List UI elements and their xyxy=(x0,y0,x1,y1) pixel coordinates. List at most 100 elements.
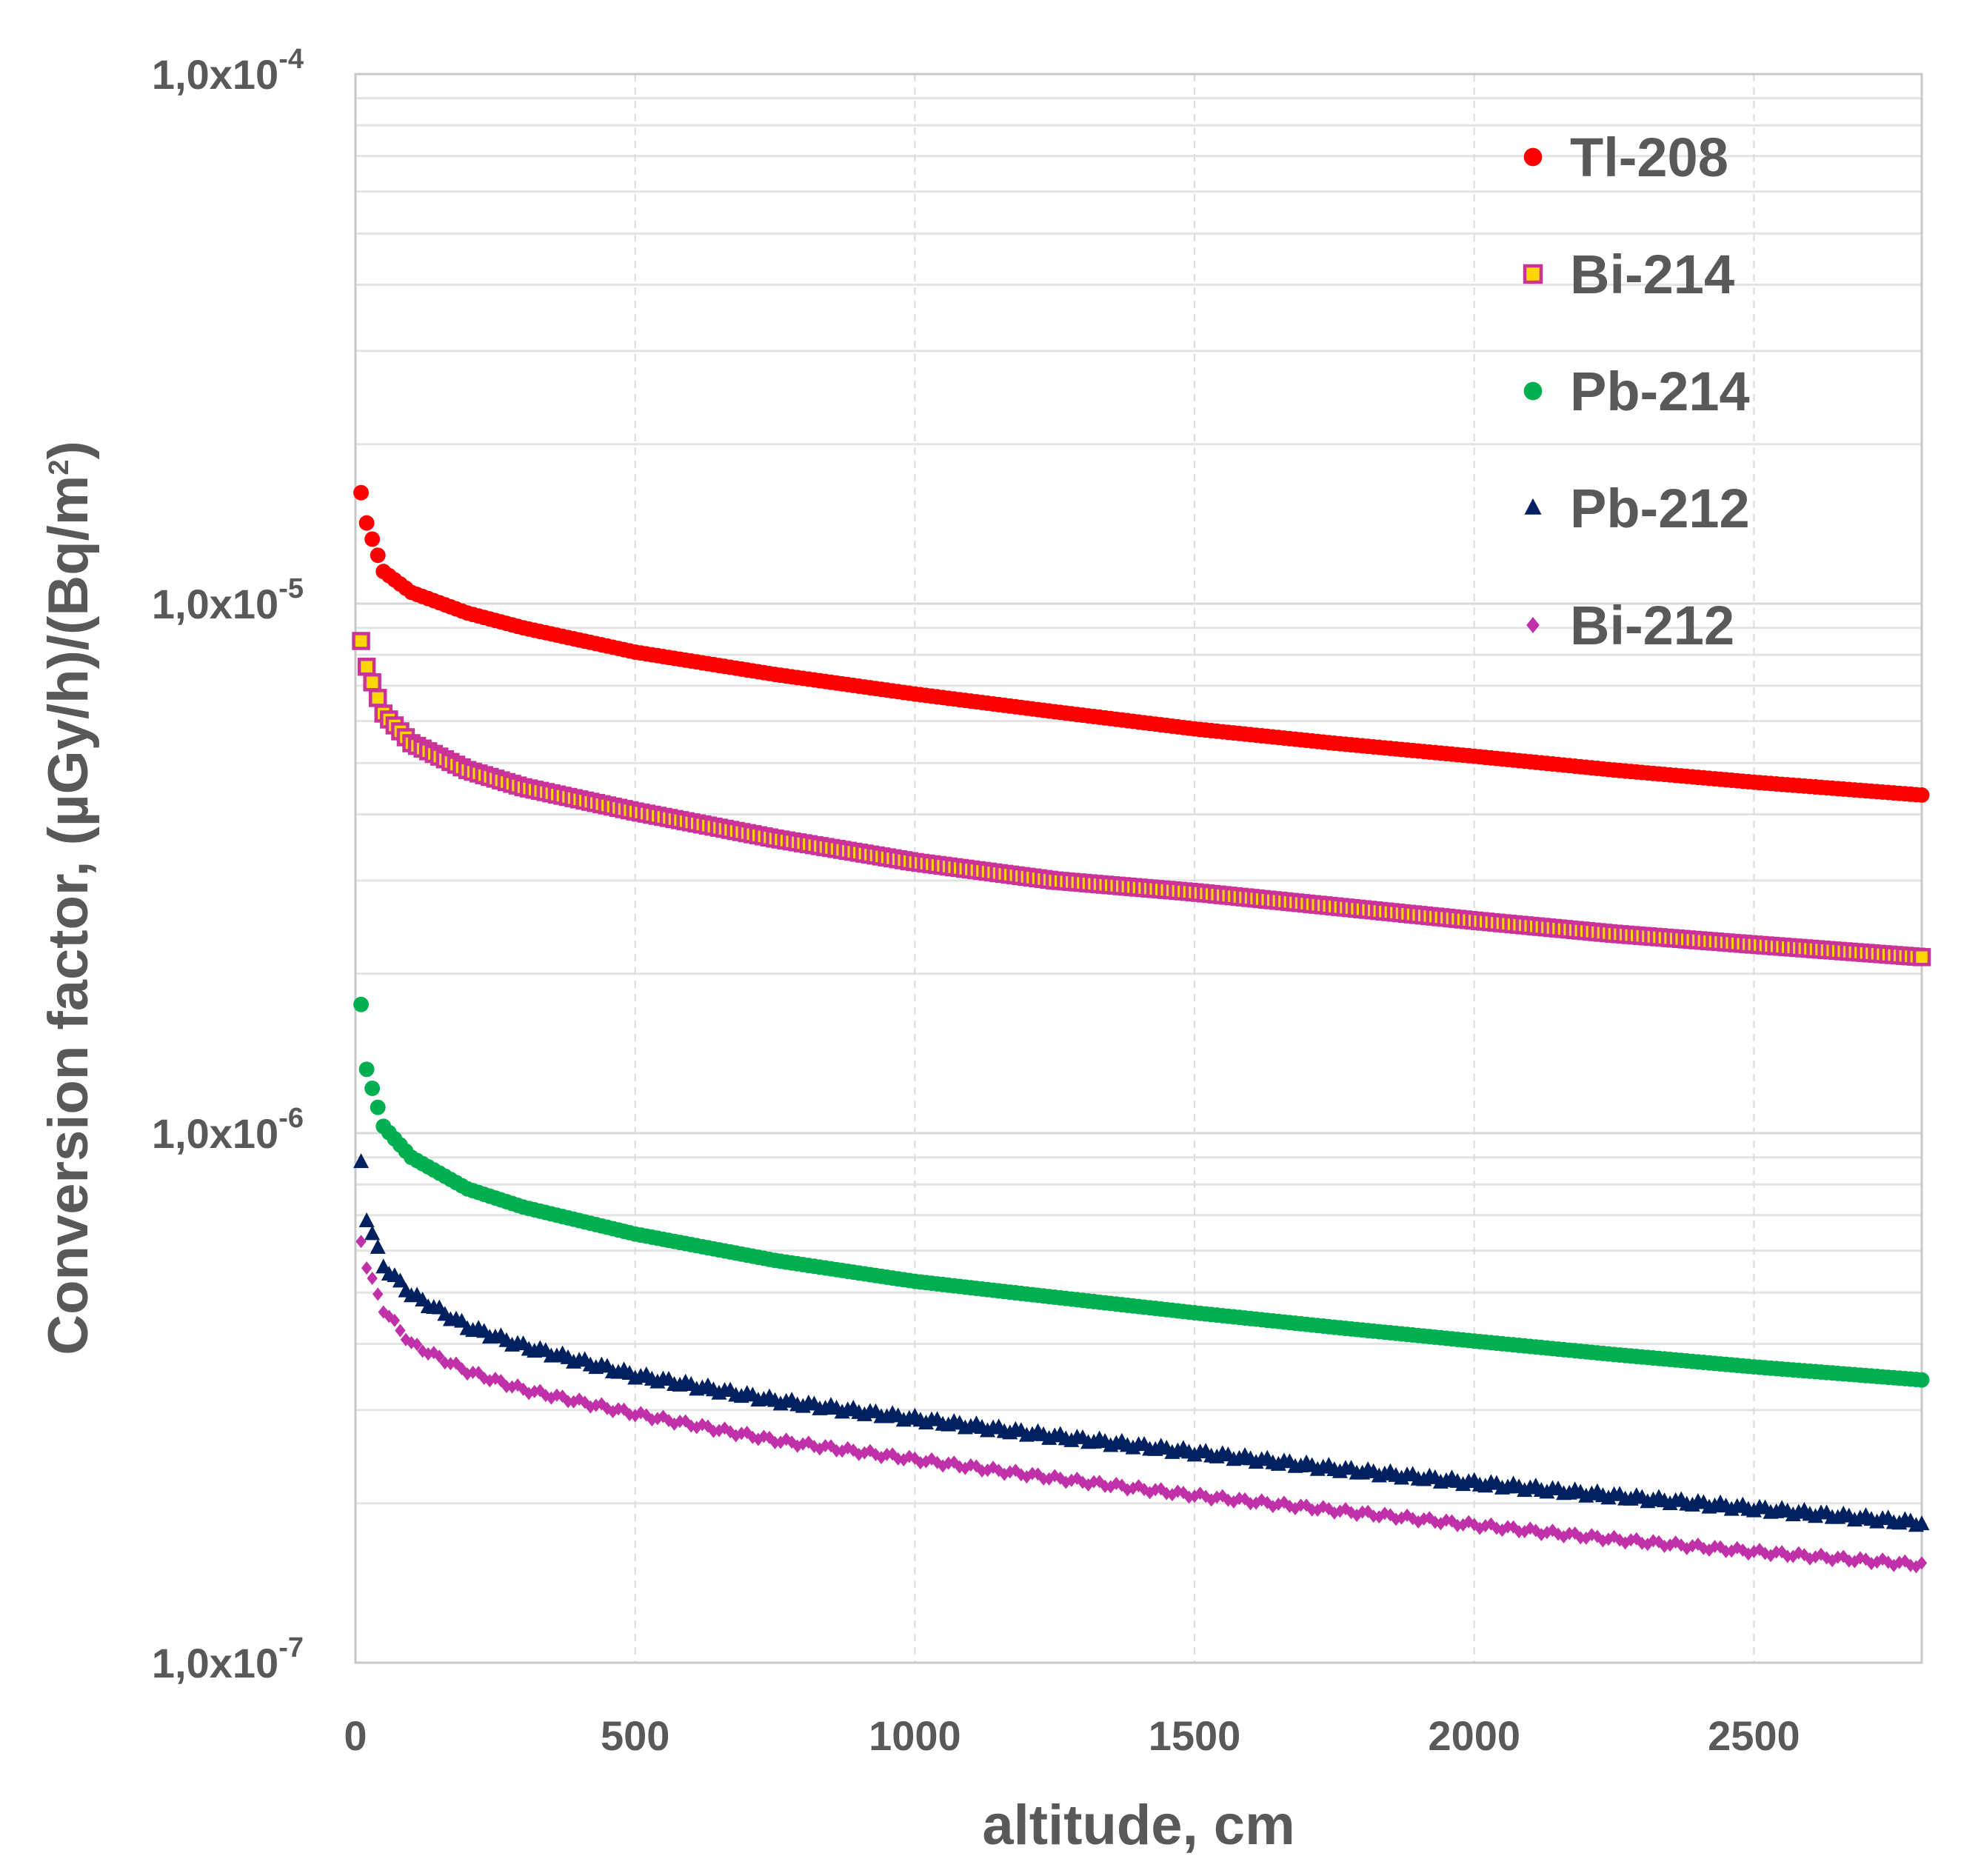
legend-item-pb-212: Pb-212 xyxy=(1524,478,1750,539)
y-tick-mantissa: 1,0x10 xyxy=(152,1640,278,1686)
data-point-bi-212 xyxy=(373,1287,384,1301)
data-point-bi-212 xyxy=(719,1421,730,1435)
data-point-pb-212 xyxy=(1914,1515,1930,1531)
data-point-bi-212 xyxy=(562,1395,574,1409)
data-point-bi-212 xyxy=(467,1365,478,1379)
data-point-bi-212 xyxy=(1418,1512,1429,1526)
data-point-bi-212 xyxy=(484,1374,495,1388)
data-point-bi-212 xyxy=(1234,1492,1245,1506)
legend-item-bi-212: Bi-212 xyxy=(1526,595,1734,656)
data-point-pb-214 xyxy=(1914,1372,1930,1388)
data-point-bi-212 xyxy=(1273,1497,1284,1511)
data-point-bi-212 xyxy=(1401,1508,1413,1522)
data-point-bi-212 xyxy=(1620,1536,1631,1550)
y-tick-mantissa: 1,0x10 xyxy=(152,581,278,627)
plot-frame xyxy=(354,73,1923,1664)
data-point-bi-212 xyxy=(820,1438,831,1452)
data-point-bi-214 xyxy=(1912,948,1931,967)
data-point-bi-212 xyxy=(1664,1538,1676,1552)
data-point-bi-212 xyxy=(1161,1486,1172,1501)
data-point-bi-212 xyxy=(367,1271,378,1285)
data-point-bi-212 xyxy=(1698,1541,1709,1555)
data-point-bi-212 xyxy=(1435,1517,1446,1531)
data-point-bi-212 xyxy=(406,1335,417,1349)
data-point-bi-212 xyxy=(1200,1489,1212,1503)
data-point-bi-212 xyxy=(1586,1528,1597,1542)
data-point-bi-212 xyxy=(1547,1523,1558,1538)
y-axis-title-sup: 2 xyxy=(44,460,75,475)
x-axis-title: altitude, cm xyxy=(982,1794,1294,1857)
series-tl-208 xyxy=(353,484,1930,803)
series-bi-212 xyxy=(355,1235,1928,1574)
data-point-bi-214 xyxy=(368,689,387,707)
data-point-bi-212 xyxy=(1513,1525,1525,1539)
data-point-bi-212 xyxy=(1122,1483,1133,1497)
data-point-bi-212 xyxy=(1854,1551,1866,1565)
y-tick-exponent: -4 xyxy=(278,44,304,75)
legend-marker-bi-214 xyxy=(1523,264,1543,284)
legend-label-pb-212: Pb-212 xyxy=(1570,478,1750,539)
data-point-bi-212 xyxy=(814,1442,826,1456)
legend-label-bi-214: Bi-214 xyxy=(1570,244,1734,305)
data-point-bi-212 xyxy=(557,1389,568,1403)
data-point-bi-212 xyxy=(450,1356,462,1370)
data-point-bi-212 xyxy=(1916,1556,1928,1570)
data-point-bi-212 xyxy=(1374,1510,1385,1524)
data-point-pb-212 xyxy=(353,1153,370,1169)
data-point-bi-212 xyxy=(1502,1520,1514,1534)
data-point-bi-212 xyxy=(647,1412,658,1426)
data-point-bi-212 xyxy=(1720,1544,1731,1558)
data-point-bi-212 xyxy=(1312,1503,1323,1517)
legend-label-tl-208: Tl-208 xyxy=(1570,127,1728,188)
data-point-pb-212 xyxy=(392,1272,408,1288)
legend-marker-tl-208 xyxy=(1523,147,1543,167)
data-point-bi-212 xyxy=(1821,1551,1832,1565)
data-point-bi-212 xyxy=(1703,1543,1715,1557)
data-point-bi-212 xyxy=(1043,1472,1055,1486)
x-tick-label: 2000 xyxy=(1428,1712,1520,1759)
data-point-bi-212 xyxy=(1860,1552,1871,1566)
y-tick-exponent: -6 xyxy=(278,1103,304,1134)
data-point-bi-212 xyxy=(752,1432,764,1446)
data-point-bi-212 xyxy=(1049,1469,1060,1483)
data-point-bi-212 xyxy=(1317,1500,1329,1514)
data-point-bi-212 xyxy=(1603,1532,1614,1546)
data-point-bi-212 xyxy=(1004,1465,1015,1479)
data-point-bi-212 xyxy=(1642,1538,1654,1552)
data-point-bi-212 xyxy=(1088,1475,1100,1489)
data-point-bi-214 xyxy=(357,657,376,676)
data-point-bi-212 xyxy=(490,1372,501,1386)
data-point-bi-212 xyxy=(355,1235,367,1249)
data-point-bi-212 xyxy=(881,1447,892,1461)
data-point-bi-212 xyxy=(926,1452,938,1466)
data-point-bi-214 xyxy=(352,632,370,650)
data-point-bi-212 xyxy=(775,1435,786,1449)
series-pb-212 xyxy=(353,1153,1930,1532)
data-point-bi-212 xyxy=(1429,1515,1441,1529)
data-point-pb-212 xyxy=(358,1212,375,1227)
data-point-bi-212 xyxy=(1116,1478,1128,1492)
x-tick-label: 500 xyxy=(601,1712,669,1759)
series-pb-214 xyxy=(353,996,1930,1388)
legend: Tl-208 Bi-214 Pb-214 Pb-212 Bi-212 xyxy=(1523,127,1750,656)
data-point-bi-212 xyxy=(1195,1486,1206,1501)
data-point-bi-212 xyxy=(1155,1482,1166,1496)
data-point-bi-212 xyxy=(769,1435,781,1449)
data-point-bi-214 xyxy=(363,673,381,692)
data-point-bi-212 xyxy=(803,1435,815,1449)
x-tick-label: 1500 xyxy=(1149,1712,1241,1759)
data-point-bi-212 xyxy=(713,1423,725,1438)
x-tick-label: 1000 xyxy=(869,1712,961,1759)
data-point-bi-212 xyxy=(641,1408,652,1422)
data-point-tl-208 xyxy=(364,531,381,547)
data-point-bi-212 xyxy=(411,1338,423,1352)
data-point-bi-212 xyxy=(1563,1526,1575,1540)
data-point-bi-212 xyxy=(1295,1498,1306,1512)
data-point-bi-212 xyxy=(809,1440,820,1454)
data-point-bi-212 xyxy=(848,1443,859,1457)
x-tick-label: 2500 xyxy=(1708,1712,1800,1759)
data-point-bi-212 xyxy=(1525,1521,1536,1535)
legend-marker-bi-212 xyxy=(1526,617,1540,633)
